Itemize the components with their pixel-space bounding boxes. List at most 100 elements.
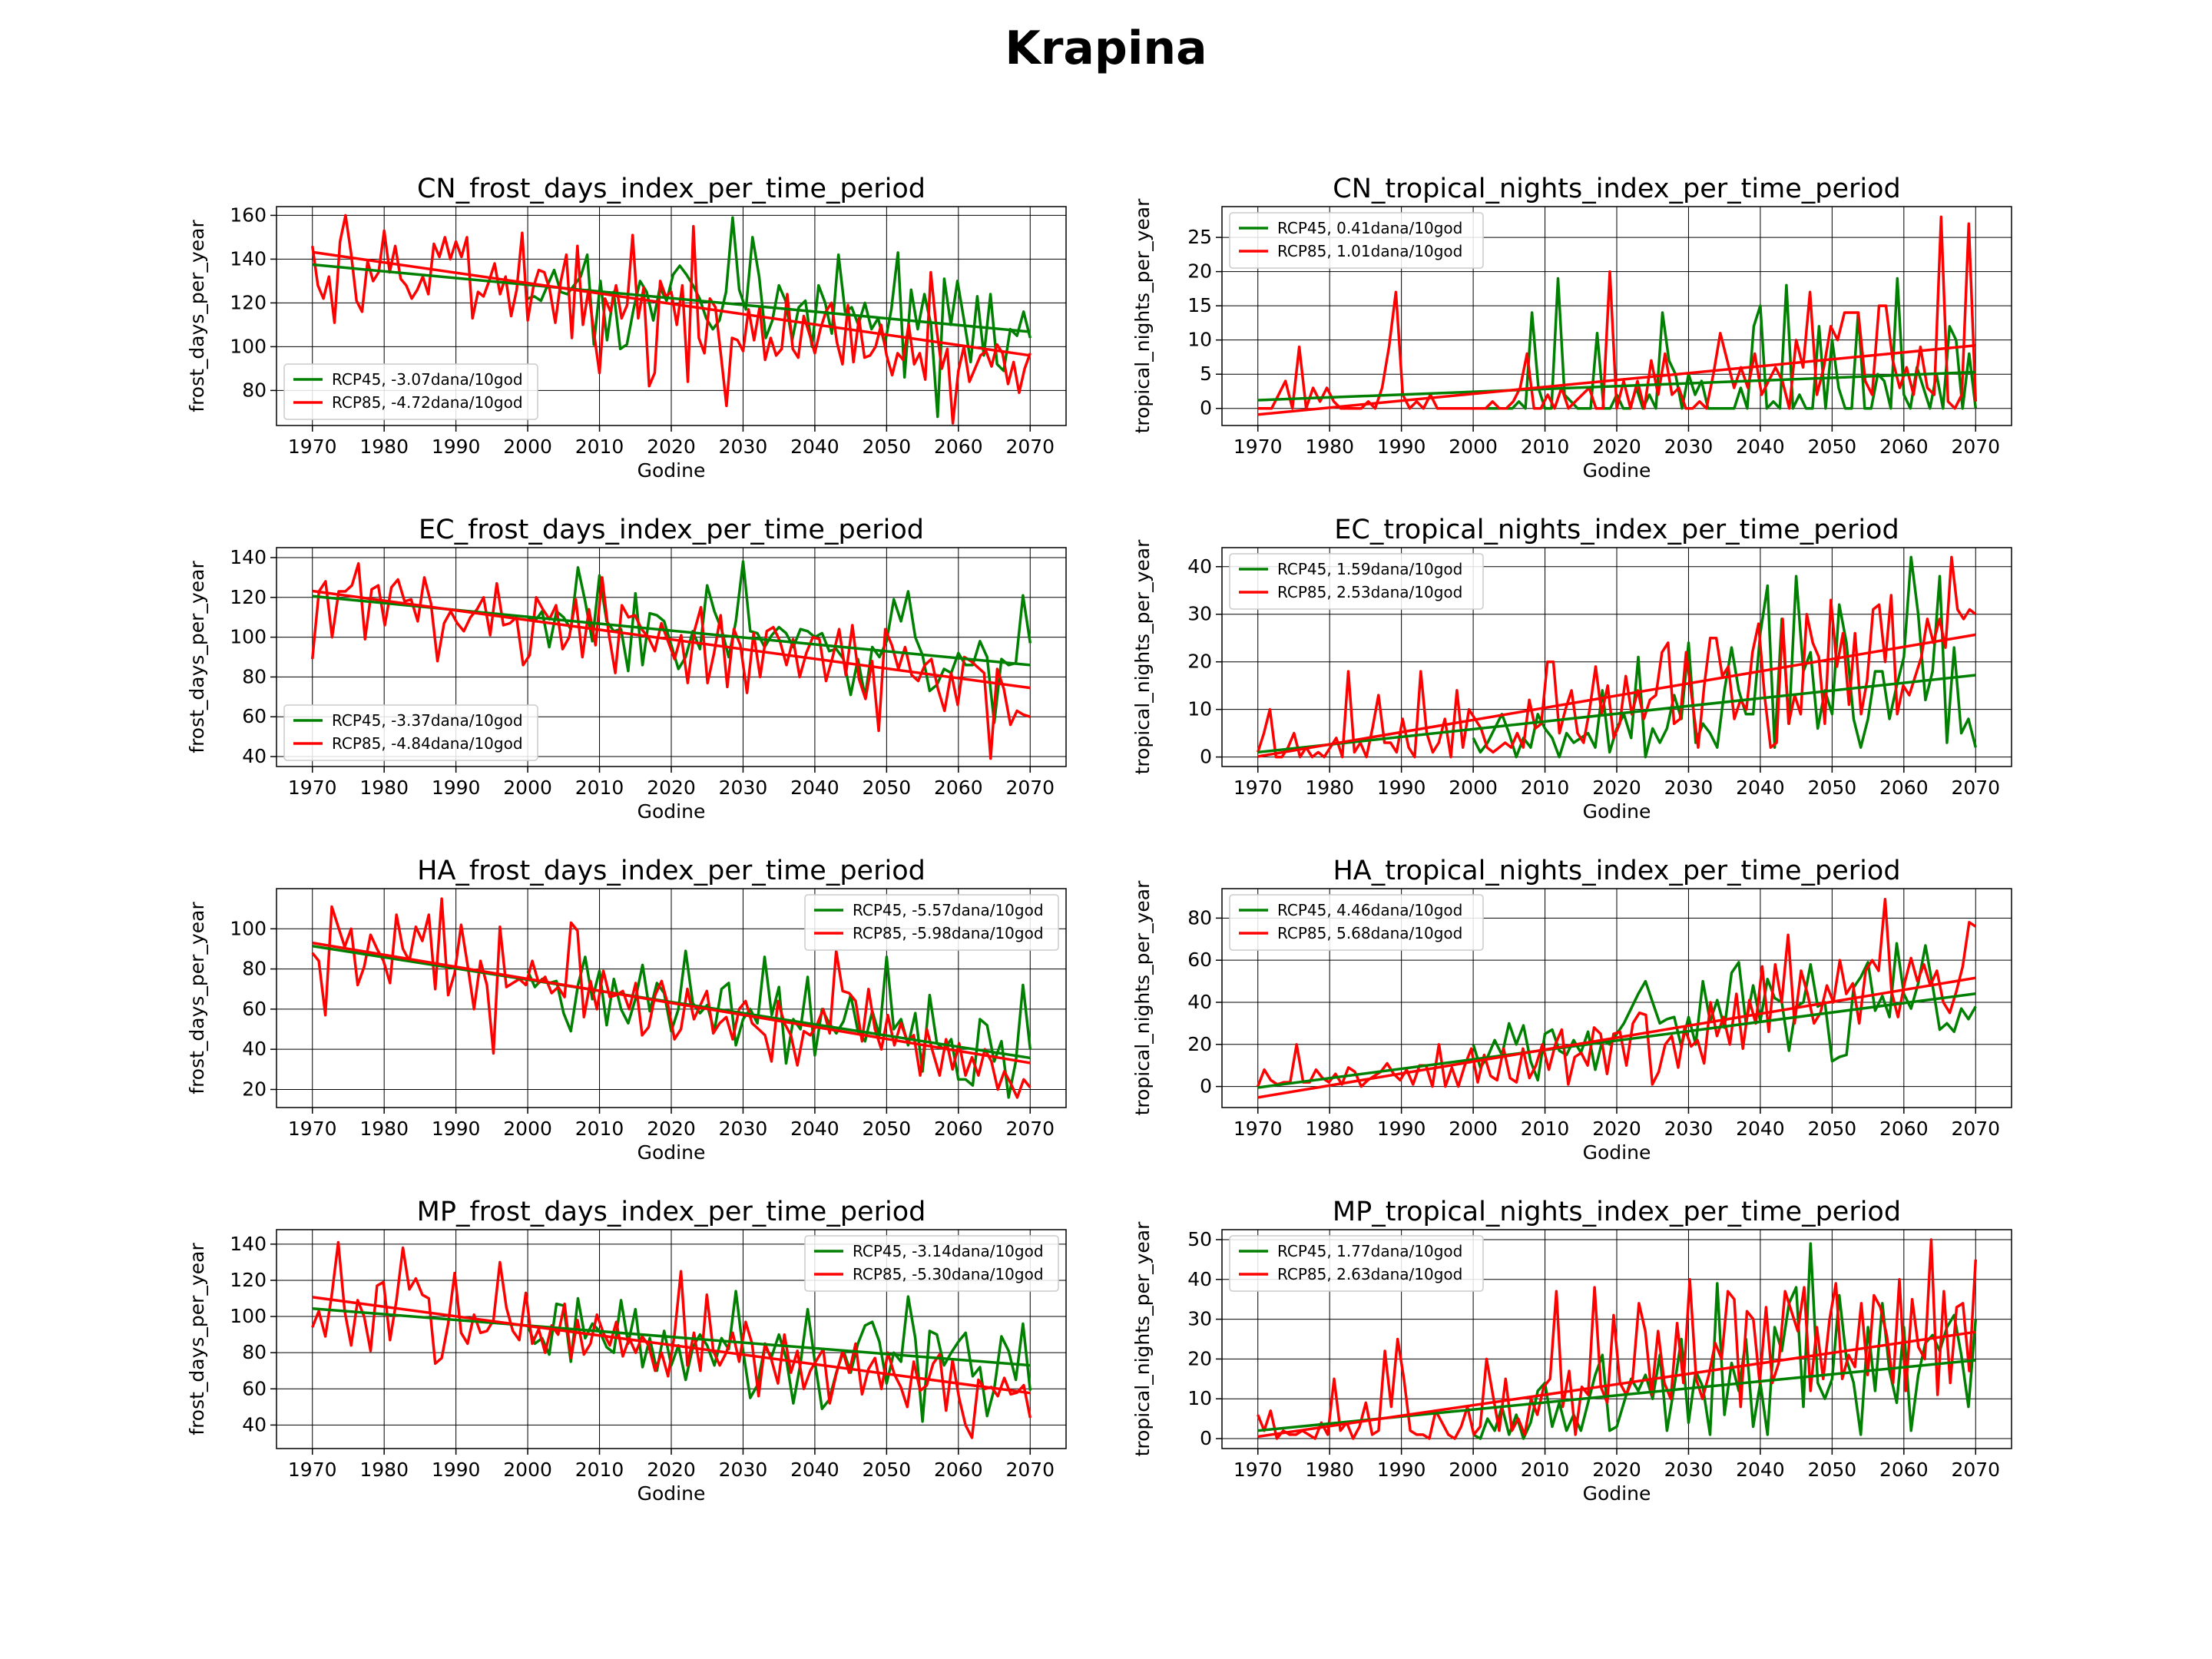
x-tick-label: 1970	[288, 1118, 337, 1140]
x-tick-label: 2010	[1521, 1459, 1570, 1481]
y-tick-label: 40	[242, 745, 267, 767]
trend-line-rcp45	[1257, 674, 1976, 754]
x-tick-label: 2010	[575, 435, 624, 458]
x-tick-label: 1980	[359, 1459, 409, 1481]
x-tick-label: 2010	[1521, 1118, 1570, 1140]
x-tick-label: 2010	[575, 1118, 624, 1140]
y-tick-label: 20	[1187, 260, 1212, 283]
x-tick-label: 2030	[1664, 777, 1714, 799]
y-tick-label: 140	[230, 247, 267, 270]
x-axis-label: Godine	[1583, 1482, 1651, 1505]
legend-label-rcp45: RCP45, -3.07dana/10god	[332, 370, 523, 389]
x-tick-label: 2010	[575, 1459, 624, 1481]
y-tick-label: 60	[242, 998, 267, 1020]
x-axis-label: Godine	[637, 800, 706, 823]
x-tick-label: 1980	[1305, 1118, 1354, 1140]
trend-line-rcp85	[1257, 633, 1976, 758]
trend-line-rcp85	[312, 1296, 1031, 1395]
y-tick-label: 15	[1187, 294, 1212, 316]
y-axis-label: frost_days_per_year	[186, 1243, 208, 1435]
plot-title: CN_tropical_nights_index_per_time_period	[1333, 174, 1900, 204]
y-tick-label: 60	[1187, 949, 1212, 971]
x-tick-label: 2000	[1449, 777, 1498, 799]
x-tick-label: 2070	[1005, 777, 1055, 799]
x-tick-label: 2040	[790, 435, 839, 458]
legend-box	[1229, 894, 1484, 951]
x-tick-label: 1970	[1233, 435, 1283, 458]
x-tick-label: 2040	[1736, 435, 1785, 458]
y-tick-label: 0	[1200, 746, 1212, 768]
legend-label-rcp85: RCP85, 1.01dana/10god	[1277, 242, 1462, 260]
y-axis-label: frost_days_per_year	[186, 561, 208, 753]
x-tick-label: 1990	[432, 435, 481, 458]
x-tick-label: 1980	[359, 435, 409, 458]
x-tick-label: 2070	[1005, 1118, 1055, 1140]
x-tick-label: 2020	[647, 777, 696, 799]
x-tick-label: 1980	[1305, 777, 1354, 799]
y-tick-label: 120	[230, 1269, 267, 1291]
legend-box	[283, 363, 538, 420]
y-tick-label: 60	[242, 1377, 267, 1399]
legend: RCP45, 4.46dana/10god RCP85, 5.68dana/10g…	[1229, 894, 1484, 951]
x-tick-label: 2040	[1736, 1118, 1785, 1140]
y-tick-label: 20	[1187, 1347, 1212, 1369]
x-tick-label: 2050	[1808, 777, 1857, 799]
x-tick-label: 2010	[1521, 777, 1570, 799]
x-tick-label: 2020	[1592, 1459, 1641, 1481]
legend: RCP45, -3.07dana/10god RCP85, -4.72dana/1…	[283, 363, 538, 420]
y-tick-label: 80	[1187, 906, 1212, 929]
x-tick-label: 2000	[1449, 1118, 1498, 1140]
x-tick-label: 1970	[1233, 1118, 1283, 1140]
y-tick-label: 140	[230, 1233, 267, 1255]
x-tick-label: 2020	[1592, 1118, 1641, 1140]
x-tick-label: 2010	[575, 777, 624, 799]
chart-mp-tropical: 1970 1980 1990 2000 2010 2020 2030 2040 2050 2060…	[1131, 1197, 2012, 1505]
x-tick-label: 2050	[1808, 435, 1857, 458]
x-tick-label: 2060	[934, 1459, 983, 1481]
x-tick-label: 2030	[719, 435, 768, 458]
x-tick-label: 2020	[647, 1459, 696, 1481]
trend-line-rcp85	[312, 589, 1031, 690]
chart-mp-frost: 1970 1980 1990 2000 2010 2020 2030 2040 2050 2060…	[186, 1197, 1067, 1505]
plot-title: EC_tropical_nights_index_per_time_period	[1334, 515, 1899, 545]
trend-line-rcp85	[1257, 976, 1976, 1099]
y-axis-label: frost_days_per_year	[186, 902, 208, 1094]
x-tick-label: 2050	[863, 435, 912, 458]
x-axis-label: Godine	[1583, 1141, 1651, 1164]
legend: RCP45, -5.57dana/10god RCP85, -5.98dana/1…	[804, 894, 1059, 951]
x-axis-label: Godine	[637, 1141, 706, 1164]
legend-box	[1229, 1235, 1484, 1292]
plot-title: HA_tropical_nights_index_per_time_period	[1333, 856, 1900, 886]
y-tick-label: 10	[1187, 1387, 1212, 1409]
y-axis-label: tropical_nights_per_year	[1131, 539, 1154, 775]
y-tick-label: 0	[1200, 1427, 1212, 1449]
legend-label-rcp85: RCP85, -4.72dana/10god	[332, 393, 523, 412]
chart-cn-tropical: 1970 1980 1990 2000 2010 2020 2030 2040 2050 2060…	[1131, 174, 2012, 482]
x-tick-label: 1980	[359, 1118, 409, 1140]
series-line-rcp85	[1257, 1238, 1978, 1440]
legend-label-rcp45: RCP45, 1.77dana/10god	[1277, 1242, 1462, 1260]
series-line-rcp45	[1472, 555, 1977, 759]
legend: RCP45, 1.59dana/10god RCP85, 2.53dana/10g…	[1229, 553, 1484, 610]
x-tick-label: 2000	[503, 435, 552, 458]
legend-label-rcp85: RCP85, -5.30dana/10god	[853, 1265, 1044, 1283]
x-tick-label: 2040	[790, 777, 839, 799]
x-tick-label: 2060	[934, 777, 983, 799]
x-tick-label: 2020	[647, 435, 696, 458]
series-line-rcp45	[527, 560, 1032, 724]
x-tick-label: 2050	[863, 1459, 912, 1481]
x-tick-label: 2040	[790, 1118, 839, 1140]
x-tick-label: 2030	[719, 1118, 768, 1140]
x-tick-label: 2030	[719, 777, 768, 799]
x-tick-label: 1970	[1233, 1459, 1283, 1481]
x-tick-label: 2070	[1005, 435, 1055, 458]
x-tick-label: 2030	[719, 1459, 768, 1481]
legend-label-rcp85: RCP85, 5.68dana/10god	[1277, 924, 1462, 942]
x-tick-label: 2050	[863, 1118, 912, 1140]
x-tick-label: 2030	[1664, 1459, 1714, 1481]
figure-title: Krapina	[1005, 22, 1207, 75]
y-tick-label: 40	[242, 1413, 267, 1435]
y-tick-label: 120	[230, 291, 267, 313]
y-tick-label: 10	[1187, 329, 1212, 351]
x-tick-label: 1990	[1377, 1118, 1426, 1140]
